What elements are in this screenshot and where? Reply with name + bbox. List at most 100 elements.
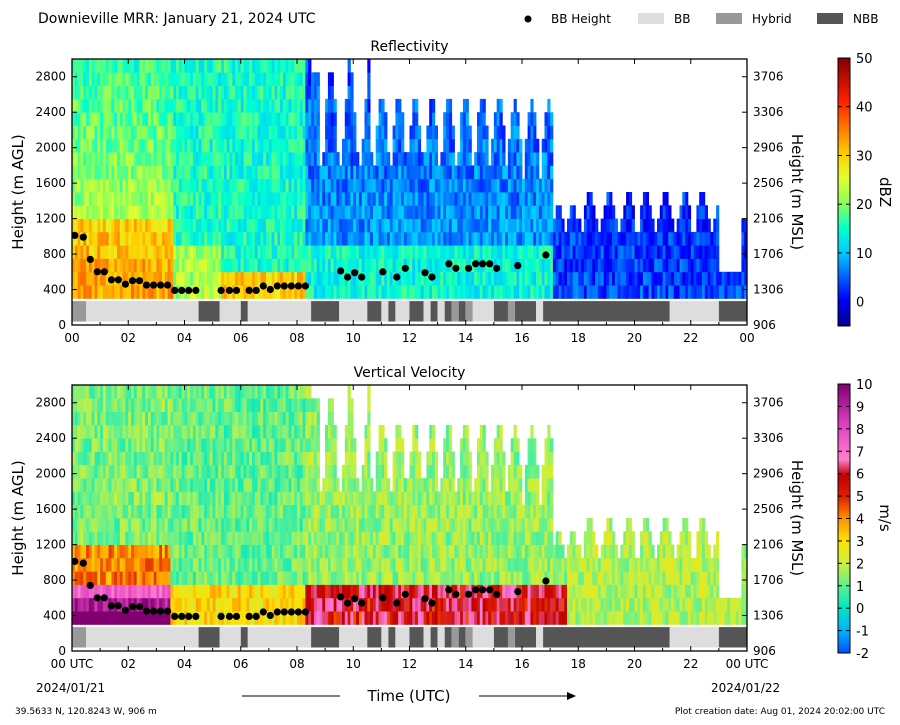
heat-cell [252,571,256,585]
heat-cell [218,165,222,180]
heat-cell [266,597,270,612]
heat-cell [88,178,93,193]
heat-cell [187,504,191,519]
x-tick-label: 10 [346,331,361,345]
heat-cell [105,271,109,286]
heat-cell [74,59,78,73]
heat-cell [232,518,236,532]
heat-cell [117,125,121,140]
heat-cell [496,138,500,153]
heat-cell [133,152,138,166]
heat-cell [519,245,523,259]
heat-cell [662,205,666,219]
heat-cell [125,192,129,206]
heat-cell [105,504,109,519]
heat-cell [277,85,281,100]
heat-cell [339,178,343,193]
heat-cell [221,464,225,479]
heat-cell [702,231,706,246]
heat-cell [195,584,199,599]
heat-cell [507,178,512,193]
heat-cell [623,258,627,273]
heat-cell [249,231,253,246]
heat-cell [162,178,166,193]
heat-cell [218,231,222,246]
heat-cell [164,597,168,612]
heat-cell [257,125,261,140]
heat-cell [226,192,230,206]
heat-cell [522,258,526,273]
heat-cell [322,218,326,233]
heat-cell [263,385,267,399]
heat-cell [173,125,177,140]
heat-cell [173,438,177,452]
heat-cell [260,478,264,492]
heat-cell [131,59,135,73]
heat-cell [232,72,236,86]
heat-cell [153,385,157,399]
heat-cell [77,491,81,506]
heat-cell [246,271,250,286]
heat-cell [280,218,284,233]
heat-cell [232,152,236,166]
heat-cell [285,218,289,233]
heat-cell [288,424,292,439]
heat-cell [243,231,247,246]
heat-cell [119,478,123,492]
heat-cell [280,584,284,599]
heat-cell [336,271,340,286]
heat-cell [190,544,194,559]
heat-cell [392,285,396,299]
heat-cell [232,451,236,466]
heat-cell [176,438,180,452]
heat-cell [192,112,197,126]
heat-cell [198,192,202,206]
reflectivity-heatmap [72,59,747,322]
heat-cell [282,258,287,273]
heat-cell [86,85,90,100]
heat-cell [282,218,287,233]
heat-cell [516,138,520,153]
heat-cell [240,571,244,585]
heat-cell [299,112,303,126]
heat-cell [232,192,236,206]
bb-type-segment-nbb [311,301,340,322]
heat-cell [398,125,402,140]
heat-cell [280,258,284,273]
heat-cell [136,125,140,140]
heat-cell [100,491,104,506]
heat-cell [192,571,197,585]
heat-cell [254,165,258,180]
heat-cell [105,165,109,180]
heat-cell [153,504,157,519]
heat-cell [243,597,247,612]
heat-cell [322,231,326,246]
heat-cell [252,218,256,233]
heat-cell [311,85,315,100]
heat-cell [142,271,146,286]
heat-cell [268,518,273,532]
heat-cell [201,59,205,73]
heat-cell [370,245,374,259]
heat-cell [218,125,222,140]
heat-cell [617,231,621,246]
heat-cell [105,571,109,585]
heat-cell [80,218,84,233]
bb-type-segment-bb [86,301,199,322]
heat-cell [139,218,143,233]
heat-cell [207,59,211,73]
heat-cell [336,557,340,572]
heat-cell [240,451,244,466]
heat-cell [696,231,700,246]
heat-cell [282,478,287,492]
heat-cell [640,231,644,246]
heat-cell [415,138,419,153]
heat-cell [139,285,143,299]
heat-cell [162,438,166,452]
bb-height-point [421,269,429,277]
heat-cell [139,138,143,153]
heat-cell [125,271,129,286]
heat-cell [612,285,616,299]
heat-cell [367,138,371,153]
heat-cell [429,112,433,126]
